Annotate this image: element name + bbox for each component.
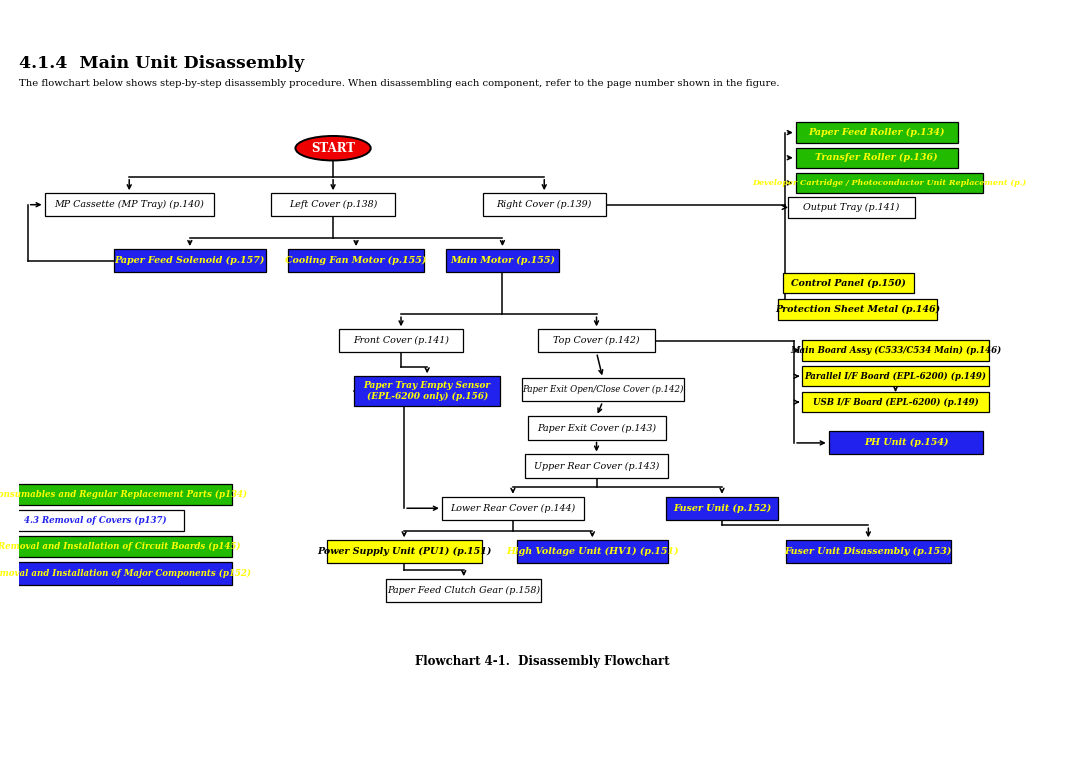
FancyBboxPatch shape <box>527 417 665 439</box>
Text: Paper Feed Roller (p.134): Paper Feed Roller (p.134) <box>809 128 945 137</box>
Text: 4.4 Removal and Installation of Circuit Boards (p145): 4.4 Removal and Installation of Circuit … <box>0 542 241 551</box>
Text: USB I/F Board (EPL-6200) (p.149): USB I/F Board (EPL-6200) (p.149) <box>812 398 978 407</box>
FancyBboxPatch shape <box>483 193 606 216</box>
Text: Parallel I/F Board (EPL-6200) (p.149): Parallel I/F Board (EPL-6200) (p.149) <box>805 372 986 381</box>
FancyBboxPatch shape <box>783 272 914 293</box>
Text: Output Tray (p.141): Output Tray (p.141) <box>804 203 900 212</box>
Text: Control Panel (p.150): Control Panel (p.150) <box>791 278 906 288</box>
Text: Disassembly and Assembly: Disassembly and Assembly <box>11 738 187 752</box>
FancyBboxPatch shape <box>0 536 232 556</box>
FancyBboxPatch shape <box>802 340 988 361</box>
Text: EPSON EPL-6200/EPL-6200L: EPSON EPL-6200/EPL-6200L <box>11 13 215 27</box>
Text: Fuser Unit (p.152): Fuser Unit (p.152) <box>673 504 771 513</box>
FancyBboxPatch shape <box>442 497 584 520</box>
Text: Lower Rear Cover (p.144): Lower Rear Cover (p.144) <box>450 504 576 513</box>
FancyBboxPatch shape <box>354 376 500 406</box>
Text: 4.5 Removal and Installation of Major Components (p152): 4.5 Removal and Installation of Major Co… <box>0 569 252 578</box>
FancyBboxPatch shape <box>779 299 937 320</box>
Text: Cooling Fan Motor (p.155): Cooling Fan Motor (p.155) <box>285 256 427 265</box>
Text: High Voltage Unit (HV1) (p.151): High Voltage Unit (HV1) (p.151) <box>507 547 678 556</box>
FancyBboxPatch shape <box>516 540 669 563</box>
Text: Power Supply Unit (PU1) (p.151): Power Supply Unit (PU1) (p.151) <box>316 547 491 556</box>
FancyBboxPatch shape <box>288 249 424 272</box>
FancyBboxPatch shape <box>0 562 232 585</box>
Text: Paper Feed Solenoid (p.157): Paper Feed Solenoid (p.157) <box>114 256 265 265</box>
Text: Main Board Assy (C533/C534 Main) (p.146): Main Board Assy (C533/C534 Main) (p.146) <box>789 346 1001 355</box>
Text: Transfer Roller (p.136): Transfer Roller (p.136) <box>815 153 939 163</box>
Text: Upper Rear Cover (p.143): Upper Rear Cover (p.143) <box>534 462 659 471</box>
Text: 4.3 Removal of Covers (p137): 4.3 Removal of Covers (p137) <box>25 516 167 525</box>
FancyBboxPatch shape <box>796 172 983 193</box>
Text: Revision A: Revision A <box>996 13 1069 27</box>
Text: Fuser Unit Disassembly (p.153): Fuser Unit Disassembly (p.153) <box>785 547 953 556</box>
FancyBboxPatch shape <box>526 455 667 478</box>
Text: Overview: Overview <box>510 738 570 752</box>
Text: 4.2 Consumables and Regular Replacement Parts (p134): 4.2 Consumables and Regular Replacement … <box>0 490 247 499</box>
FancyBboxPatch shape <box>538 330 656 353</box>
Ellipse shape <box>296 136 370 160</box>
FancyBboxPatch shape <box>787 197 916 217</box>
Text: Paper Exit Open/Close Cover (p.142): Paper Exit Open/Close Cover (p.142) <box>522 385 684 394</box>
FancyBboxPatch shape <box>114 249 266 272</box>
FancyBboxPatch shape <box>796 147 958 168</box>
FancyBboxPatch shape <box>828 431 983 455</box>
FancyBboxPatch shape <box>802 366 988 386</box>
FancyBboxPatch shape <box>0 485 232 505</box>
FancyBboxPatch shape <box>446 249 558 272</box>
FancyBboxPatch shape <box>271 193 395 216</box>
Text: Paper Exit Cover (p.143): Paper Exit Cover (p.143) <box>537 423 656 433</box>
Text: Main Motor (p.155): Main Motor (p.155) <box>450 256 555 265</box>
Text: Left Cover (p.138): Left Cover (p.138) <box>288 200 377 209</box>
Text: START: START <box>311 142 355 155</box>
FancyBboxPatch shape <box>339 330 462 353</box>
Text: Paper Feed Clutch Gear (p.158): Paper Feed Clutch Gear (p.158) <box>388 586 540 595</box>
FancyBboxPatch shape <box>522 378 684 401</box>
Text: The flowchart below shows step-by-step disassembly procedure. When disassembling: The flowchart below shows step-by-step d… <box>19 79 780 88</box>
Text: Top Cover (p.142): Top Cover (p.142) <box>553 336 639 346</box>
Text: Protection Sheet Metal (p.146): Protection Sheet Metal (p.146) <box>775 305 941 314</box>
FancyBboxPatch shape <box>802 392 988 412</box>
FancyBboxPatch shape <box>327 540 482 563</box>
Text: Flowchart 4-1.  Disassembly Flowchart: Flowchart 4-1. Disassembly Flowchart <box>415 655 670 668</box>
FancyBboxPatch shape <box>44 193 214 216</box>
Text: MP Cassette (MP Tray) (p.140): MP Cassette (MP Tray) (p.140) <box>54 200 204 209</box>
FancyBboxPatch shape <box>665 497 779 520</box>
FancyBboxPatch shape <box>387 579 541 602</box>
FancyBboxPatch shape <box>796 122 958 143</box>
Text: 4.1.4  Main Unit Disassembly: 4.1.4 Main Unit Disassembly <box>19 55 305 72</box>
Text: Paper Tray Empty Sensor
(EPL-6200 only) (p.156): Paper Tray Empty Sensor (EPL-6200 only) … <box>364 382 490 401</box>
Text: Developer Cartridge / Photoconductor Unit Replacement (p.): Developer Cartridge / Photoconductor Uni… <box>752 179 1026 187</box>
Text: 132: 132 <box>1044 738 1069 752</box>
FancyBboxPatch shape <box>786 540 950 563</box>
Text: PH Unit (p.154): PH Unit (p.154) <box>864 439 948 447</box>
Text: Front Cover (p.141): Front Cover (p.141) <box>353 336 449 346</box>
Text: Right Cover (p.139): Right Cover (p.139) <box>497 200 592 209</box>
FancyBboxPatch shape <box>8 510 184 531</box>
